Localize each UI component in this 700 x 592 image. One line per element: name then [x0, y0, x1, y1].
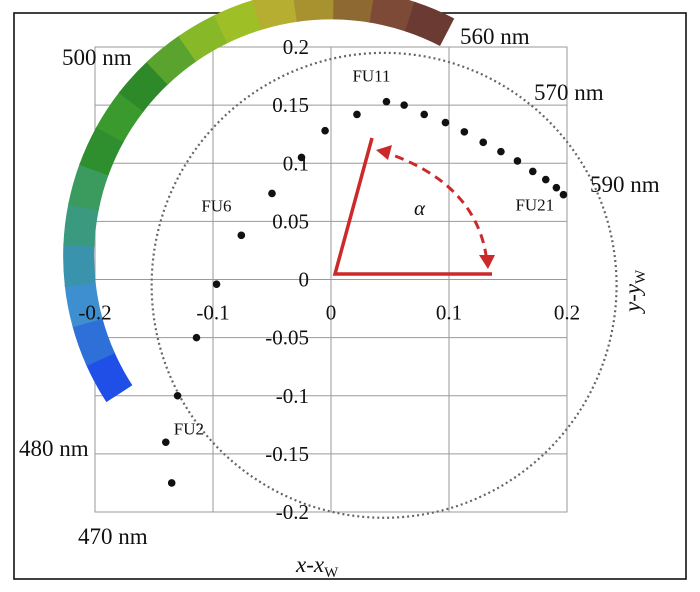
dotted-locus-circle — [150, 51, 618, 519]
data-point — [559, 190, 568, 199]
point-label-fu6: FU6 — [201, 196, 231, 215]
ring-segment-12 — [252, 0, 299, 30]
wavelength-label-500: 500 nm — [62, 45, 132, 70]
ring-segment-15 — [369, 0, 417, 32]
point-labels: FU2 FU6 FU11 FU21 — [174, 67, 554, 439]
x-tick-label-2: 0 — [326, 301, 337, 325]
angle-symbol: α — [414, 196, 426, 220]
point-label-fu2: FU2 — [174, 419, 204, 438]
ring-segment-11 — [213, 0, 263, 44]
data-points — [162, 97, 568, 487]
data-point — [321, 126, 329, 135]
y-tick-label-7: -0.15 — [265, 442, 309, 466]
wavelength-label-480: 480 nm — [19, 436, 89, 461]
data-point — [268, 189, 276, 198]
y-tick-label-0: 0.2 — [283, 35, 309, 59]
fu-locus-circle — [150, 51, 618, 519]
axis-titles: x-xW y-yW — [295, 269, 649, 581]
y-tick-label-8: -0.2 — [276, 500, 309, 524]
ring-segment-14 — [333, 0, 376, 23]
ring-segment-13 — [293, 0, 336, 22]
data-point — [237, 231, 246, 240]
y-tick-label-6: -0.1 — [276, 384, 309, 408]
angle-lines — [332, 137, 492, 276]
ring-segment-16 — [404, 1, 455, 46]
data-point — [497, 147, 505, 156]
ring-segment-9 — [146, 35, 198, 85]
data-point — [400, 101, 408, 109]
arc-arrowhead-start — [376, 145, 392, 160]
data-point — [167, 479, 176, 487]
x-tick-label-4: 0.2 — [554, 301, 580, 325]
point-label-fu11: FU11 — [352, 67, 390, 86]
data-point — [528, 167, 537, 176]
ring-segment-5 — [68, 163, 109, 211]
x-tick-label-3: 0.1 — [436, 301, 462, 325]
data-point — [460, 128, 469, 136]
data-point — [541, 175, 550, 184]
y-axis-title: y-yW — [620, 269, 649, 314]
x-axis-title: x-xW — [295, 552, 339, 581]
ring-segment-7 — [96, 91, 145, 143]
ring-segment-0 — [85, 351, 133, 403]
ring-segment-4 — [63, 202, 99, 247]
data-point — [192, 333, 201, 342]
wavelength-label-560: 560 nm — [460, 24, 530, 49]
ring-segment-1 — [72, 317, 115, 366]
y-tick-label-4: 0 — [299, 268, 310, 292]
y-tick-label-5: -0.05 — [265, 326, 309, 350]
x-tick-label-1: -0.1 — [196, 301, 229, 325]
data-point — [552, 183, 561, 192]
y-tick-label-1: 0.15 — [272, 93, 309, 117]
point-label-fu21: FU21 — [515, 196, 554, 215]
arc-arrowhead-end — [479, 255, 495, 269]
x-tick-label-0: -0.2 — [78, 301, 111, 325]
ring-segment-10 — [178, 14, 229, 62]
y-tick-label-2: 0.1 — [283, 151, 309, 175]
data-point — [513, 157, 522, 165]
data-point — [162, 438, 170, 447]
hue-angle-annotation: α — [332, 137, 495, 276]
data-point — [173, 391, 182, 400]
ring-segment-2 — [64, 281, 103, 328]
data-point — [353, 110, 361, 119]
wavelength-ring — [63, 0, 455, 403]
data-point — [297, 153, 306, 162]
data-point — [479, 138, 488, 147]
tick-labels: -0.2 -0.1 0 0.1 0.2 0.2 0.15 0.1 0.05 0 -0.05 -0.1 -… — [78, 35, 580, 524]
data-point — [441, 118, 450, 127]
wavelength-label-470: 470 nm — [78, 524, 148, 549]
angle-arc — [380, 149, 489, 263]
ring-segment-3 — [63, 243, 96, 287]
wavelength-label-570: 570 nm — [534, 80, 604, 105]
y-tick-label-3: 0.05 — [272, 209, 309, 233]
wavelength-labels: 470 nm 480 nm 500 nm 560 nm 570 nm 590 n… — [19, 24, 660, 549]
data-point — [212, 280, 221, 288]
grid-lines — [94, 46, 568, 513]
wavelength-label-590: 590 nm — [590, 172, 660, 197]
ring-segment-8 — [118, 60, 169, 112]
ring-segment-6 — [79, 125, 125, 176]
data-point — [420, 110, 429, 119]
data-point — [382, 97, 391, 106]
